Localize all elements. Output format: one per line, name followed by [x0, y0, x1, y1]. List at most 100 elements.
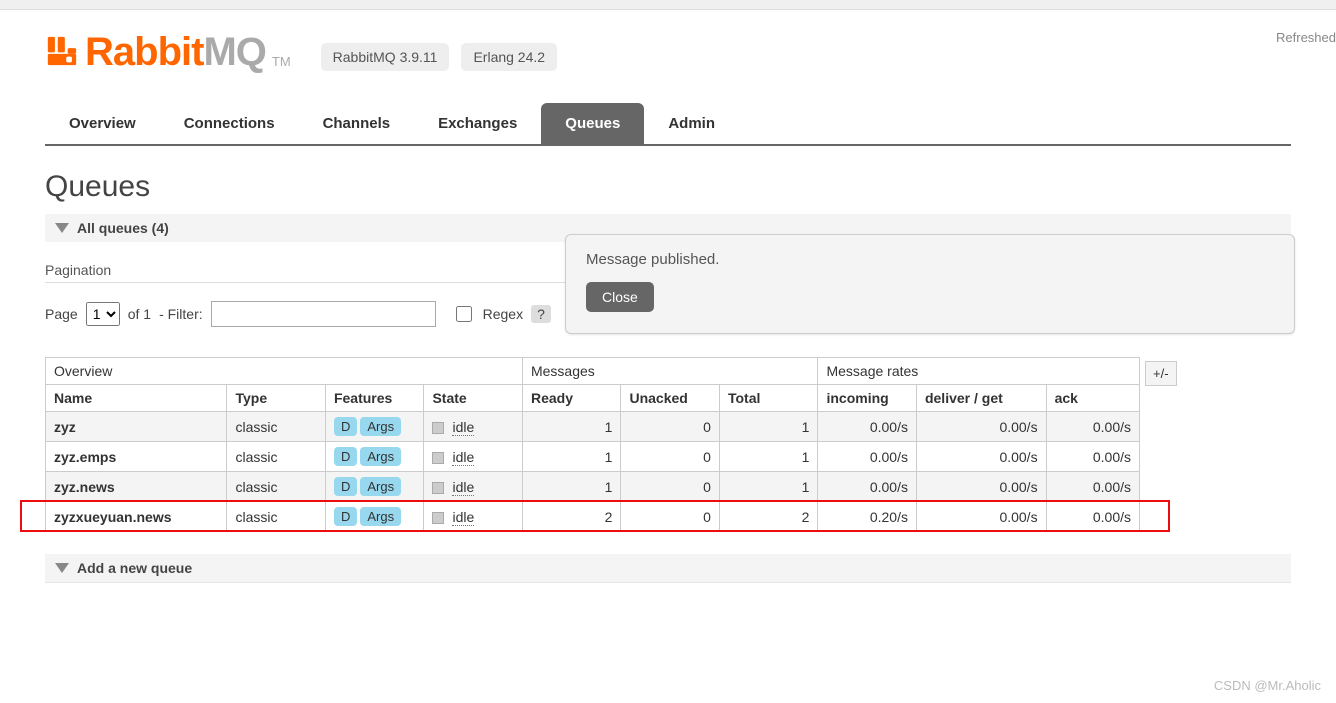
feature-args-icon: Args — [360, 447, 401, 466]
cell-state: idle — [424, 412, 523, 442]
all-queues-label: All queues (4) — [77, 220, 169, 236]
cell-ack: 0.00/s — [1046, 442, 1139, 472]
tab-channels[interactable]: Channels — [299, 103, 415, 144]
logo-tm: TM — [272, 54, 291, 69]
cell-incoming: 0.00/s — [818, 442, 917, 472]
cell-ack: 0.00/s — [1046, 472, 1139, 502]
cell-deliver: 0.00/s — [916, 472, 1046, 502]
cell-state: idle — [424, 502, 523, 532]
th-deliver[interactable]: deliver / get — [916, 385, 1046, 412]
cell-features: DArgs — [325, 442, 424, 472]
header: RabbitMQ TM RabbitMQ 3.9.11 Erlang 24.2 — [45, 30, 1291, 75]
page-select[interactable]: 1 — [86, 302, 120, 326]
feature-args-icon: Args — [360, 477, 401, 496]
page-title: Queues — [45, 170, 1291, 204]
chevron-down-icon — [55, 563, 69, 573]
cell-name[interactable]: zyz — [46, 412, 227, 442]
of-label: of 1 — [128, 306, 151, 322]
chevron-down-icon — [55, 223, 69, 233]
th-ready[interactable]: Ready — [522, 385, 621, 412]
add-queue-label: Add a new queue — [77, 560, 192, 576]
feature-durable-icon: D — [334, 477, 357, 496]
popup-message: Message published. — [586, 251, 1274, 268]
table-row[interactable]: zyz.empsclassicDArgsidle1010.00/s0.00/s0… — [46, 442, 1140, 472]
cell-state: idle — [424, 442, 523, 472]
feature-durable-icon: D — [334, 507, 357, 526]
queues-table-container: +/- Overview Messages Message rates Name… — [45, 357, 1291, 532]
page-label: Page — [45, 306, 78, 322]
tab-admin[interactable]: Admin — [644, 103, 739, 144]
cell-unacked: 0 — [621, 412, 720, 442]
tab-queues[interactable]: Queues — [541, 103, 644, 144]
cell-name[interactable]: zyz.emps — [46, 442, 227, 472]
cell-features: DArgs — [325, 412, 424, 442]
th-state[interactable]: State — [424, 385, 523, 412]
cell-name[interactable]: zyzxueyuan.news — [46, 502, 227, 532]
th-features[interactable]: Features — [325, 385, 424, 412]
th-name[interactable]: Name — [46, 385, 227, 412]
th-incoming[interactable]: incoming — [818, 385, 917, 412]
version-erlang: Erlang 24.2 — [461, 43, 557, 71]
regex-label: Regex — [483, 306, 523, 322]
columns-toggle[interactable]: +/- — [1145, 361, 1177, 386]
state-icon — [432, 512, 444, 524]
logo-text: RabbitMQ — [85, 30, 266, 75]
cell-unacked: 0 — [621, 502, 720, 532]
filter-label: - Filter: — [159, 306, 203, 322]
th-total[interactable]: Total — [719, 385, 818, 412]
cell-total: 1 — [719, 472, 818, 502]
th-type[interactable]: Type — [227, 385, 326, 412]
browser-chrome — [0, 0, 1336, 10]
cell-deliver: 0.00/s — [916, 502, 1046, 532]
state-icon — [432, 422, 444, 434]
table-row[interactable]: zyzclassicDArgsidle1010.00/s0.00/s0.00/s — [46, 412, 1140, 442]
cell-type: classic — [227, 412, 326, 442]
table-row[interactable]: zyz.newsclassicDArgsidle1010.00/s0.00/s0… — [46, 472, 1140, 502]
add-queue-section[interactable]: Add a new queue — [45, 554, 1291, 583]
cell-incoming: 0.00/s — [818, 472, 917, 502]
th-ack[interactable]: ack — [1046, 385, 1139, 412]
tab-overview[interactable]: Overview — [45, 103, 160, 144]
feature-durable-icon: D — [334, 447, 357, 466]
filter-input[interactable] — [211, 301, 436, 327]
watermark: CSDN @Mr.Aholic — [1214, 678, 1321, 693]
cell-unacked: 0 — [621, 442, 720, 472]
cell-unacked: 0 — [621, 472, 720, 502]
th-group-overview: Overview — [46, 358, 523, 385]
cell-features: DArgs — [325, 502, 424, 532]
regex-checkbox[interactable] — [456, 306, 472, 322]
cell-incoming: 0.20/s — [818, 502, 917, 532]
feature-args-icon: Args — [360, 417, 401, 436]
help-icon[interactable]: ? — [531, 305, 551, 323]
cell-state: idle — [424, 472, 523, 502]
cell-incoming: 0.00/s — [818, 412, 917, 442]
version-rabbitmq: RabbitMQ 3.9.11 — [321, 43, 450, 71]
rabbit-icon — [45, 34, 79, 71]
cell-deliver: 0.00/s — [916, 412, 1046, 442]
close-button[interactable]: Close — [586, 282, 654, 312]
cell-ack: 0.00/s — [1046, 502, 1139, 532]
th-group-messages: Messages — [522, 358, 818, 385]
tab-connections[interactable]: Connections — [160, 103, 299, 144]
cell-ready: 2 — [522, 502, 621, 532]
feature-durable-icon: D — [334, 417, 357, 436]
cell-type: classic — [227, 502, 326, 532]
feature-args-icon: Args — [360, 507, 401, 526]
tab-exchanges[interactable]: Exchanges — [414, 103, 541, 144]
cell-ready: 1 — [522, 412, 621, 442]
cell-type: classic — [227, 472, 326, 502]
cell-type: classic — [227, 442, 326, 472]
cell-deliver: 0.00/s — [916, 442, 1046, 472]
message-popup: Message published. Close — [565, 234, 1295, 334]
cell-total: 1 — [719, 412, 818, 442]
cell-name[interactable]: zyz.news — [46, 472, 227, 502]
cell-total: 2 — [719, 502, 818, 532]
cell-features: DArgs — [325, 472, 424, 502]
table-row[interactable]: zyzxueyuan.newsclassicDArgsidle2020.20/s… — [46, 502, 1140, 532]
logo[interactable]: RabbitMQ TM — [45, 30, 291, 75]
cell-ready: 1 — [522, 472, 621, 502]
refreshed-label: Refreshed — [1276, 30, 1336, 45]
state-icon — [432, 482, 444, 494]
th-unacked[interactable]: Unacked — [621, 385, 720, 412]
cell-ack: 0.00/s — [1046, 412, 1139, 442]
